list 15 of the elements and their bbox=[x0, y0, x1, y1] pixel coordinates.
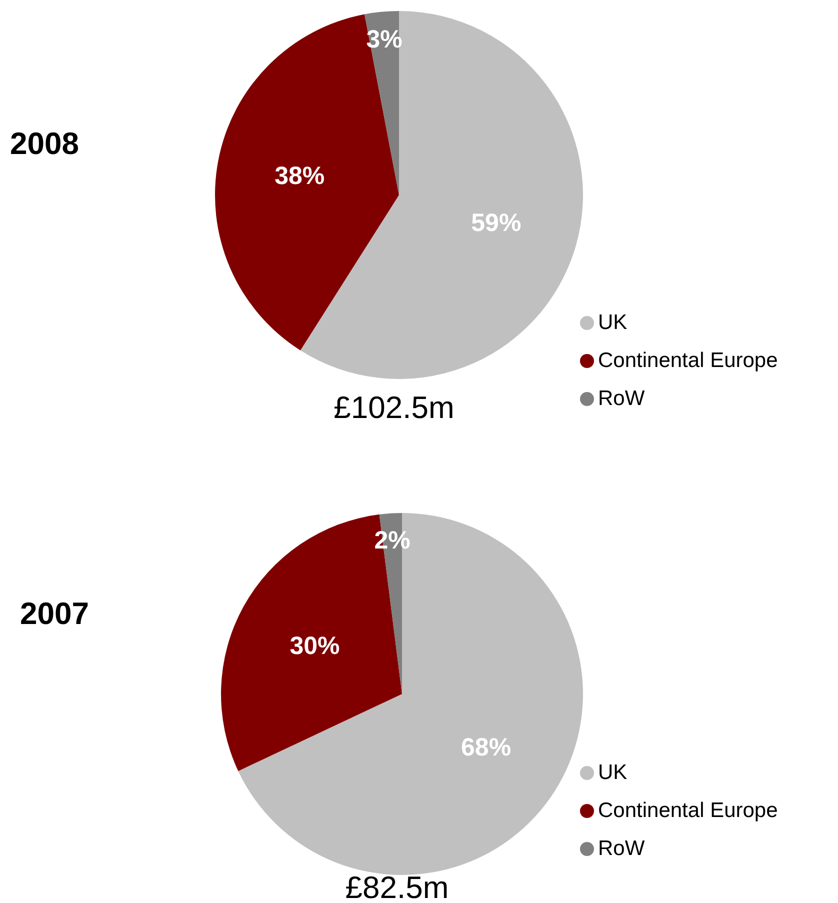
legend-label: UK bbox=[598, 761, 628, 784]
pie-slice bbox=[238, 513, 583, 875]
legend-label: UK bbox=[598, 311, 628, 334]
legend-label: RoW bbox=[598, 837, 645, 860]
data-label: 68% bbox=[461, 733, 512, 762]
data-label: 59% bbox=[471, 209, 522, 238]
text: 2007 bbox=[20, 596, 89, 632]
text: £82.5m bbox=[344, 870, 450, 903]
text: 2008 bbox=[10, 126, 79, 162]
data-label: 30% bbox=[290, 632, 340, 660]
data-label: 38% bbox=[274, 162, 325, 190]
legend-label: Continental Europe bbox=[598, 799, 778, 822]
legend-label: RoW bbox=[598, 387, 645, 410]
text: £102.5m bbox=[332, 390, 456, 426]
legend-label: Continental Europe bbox=[598, 349, 778, 372]
